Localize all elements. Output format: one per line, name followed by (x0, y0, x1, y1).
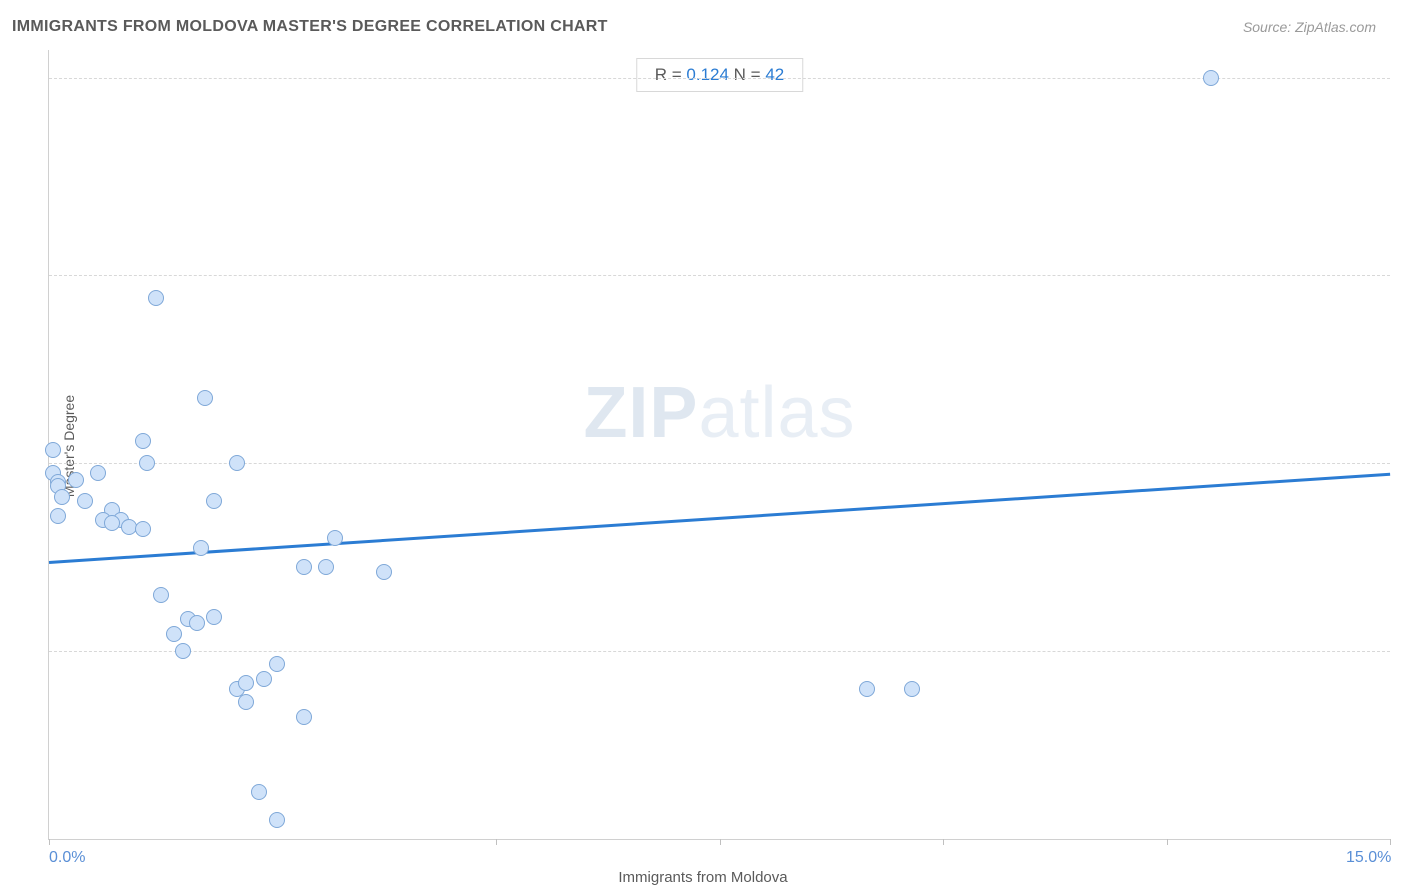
scatter-point (206, 493, 222, 509)
x-tick (943, 839, 944, 845)
stats-box: R = 0.124 N = 42 (636, 58, 804, 92)
scatter-chart: ZIPatlas R = 0.124 N = 42 10.0%20.0%30.0… (48, 50, 1390, 840)
r-label: R = (655, 65, 687, 84)
gridline (49, 78, 1390, 79)
scatter-point (135, 433, 151, 449)
scatter-point (166, 626, 182, 642)
gridline (49, 651, 1390, 652)
watermark-zip: ZIP (583, 373, 698, 453)
x-tick (1167, 839, 1168, 845)
scatter-point (318, 559, 334, 575)
trendline (49, 473, 1390, 564)
scatter-point (135, 521, 151, 537)
source-attribution: Source: ZipAtlas.com (1243, 19, 1376, 35)
scatter-point (206, 609, 222, 625)
scatter-point (269, 812, 285, 828)
scatter-point (269, 656, 285, 672)
scatter-point (50, 508, 66, 524)
scatter-point (193, 540, 209, 556)
n-label: N = (729, 65, 765, 84)
x-tick (49, 839, 50, 845)
x-axis-label: Immigrants from Moldova (618, 869, 787, 886)
scatter-point (256, 671, 272, 687)
chart-title: IMMIGRANTS FROM MOLDOVA MASTER'S DEGREE … (12, 18, 608, 36)
scatter-point (376, 564, 392, 580)
x-tick (496, 839, 497, 845)
scatter-point (296, 709, 312, 725)
scatter-point (1203, 70, 1219, 86)
watermark-atlas: atlas (698, 373, 855, 453)
r-value: 0.124 (686, 65, 729, 84)
x-tick-label: 0.0% (49, 849, 85, 867)
gridline (49, 463, 1390, 464)
scatter-point (197, 390, 213, 406)
n-value: 42 (765, 65, 784, 84)
scatter-point (45, 442, 61, 458)
gridline (49, 275, 1390, 276)
x-tick (720, 839, 721, 845)
scatter-point (77, 493, 93, 509)
scatter-point (859, 681, 875, 697)
scatter-point (175, 643, 191, 659)
scatter-point (251, 784, 267, 800)
scatter-point (229, 455, 245, 471)
scatter-point (68, 472, 84, 488)
scatter-point (104, 515, 120, 531)
scatter-point (327, 530, 343, 546)
watermark-text: ZIPatlas (583, 372, 855, 454)
scatter-point (54, 489, 70, 505)
x-tick-label: 15.0% (1346, 849, 1391, 867)
scatter-point (296, 559, 312, 575)
scatter-point (153, 587, 169, 603)
scatter-point (139, 455, 155, 471)
scatter-point (238, 694, 254, 710)
scatter-point (148, 290, 164, 306)
scatter-point (189, 615, 205, 631)
scatter-point (90, 465, 106, 481)
scatter-point (238, 675, 254, 691)
scatter-point (904, 681, 920, 697)
x-tick (1390, 839, 1391, 845)
